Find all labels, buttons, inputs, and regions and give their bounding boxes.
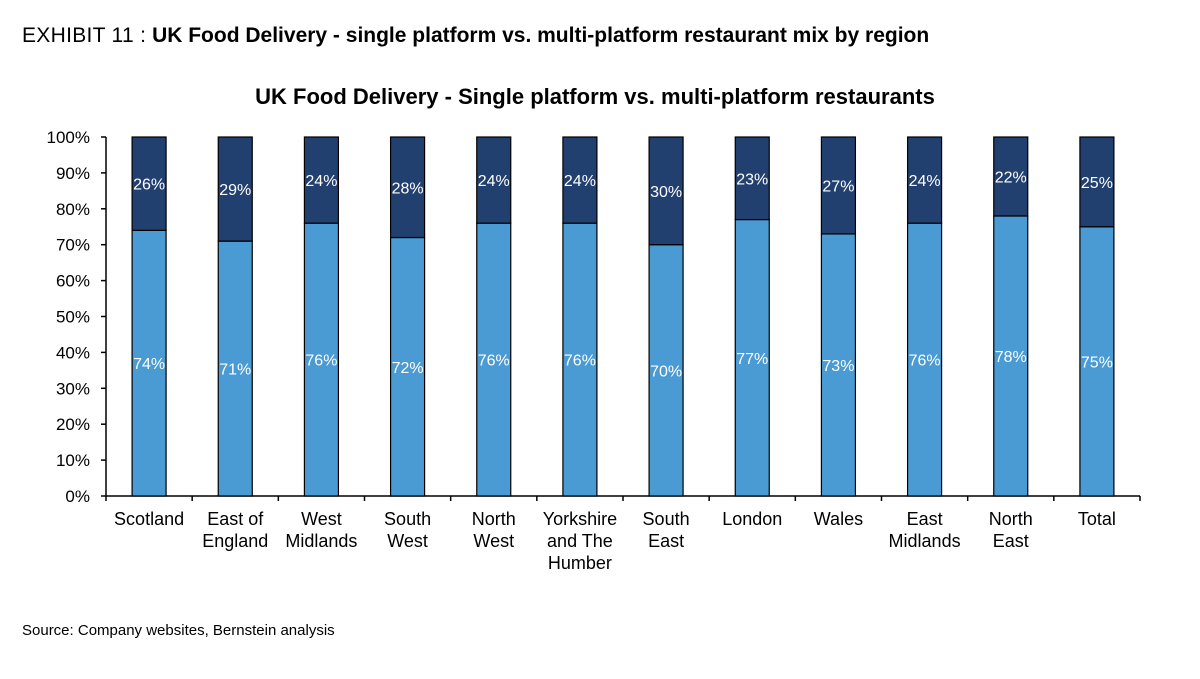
y-tick-label: 10% (56, 451, 90, 470)
data-label-single: 73% (822, 358, 854, 375)
bar-multi-platform (820, 136, 857, 235)
x-category-label: South East (643, 509, 690, 551)
bar-multi-platform (303, 136, 340, 224)
data-label-multi: 24% (564, 173, 596, 190)
data-label-multi: 30% (650, 184, 682, 201)
bar-single-platform (734, 218, 770, 497)
data-label-multi: 22% (995, 169, 1027, 186)
bar-multi-platform (131, 136, 167, 231)
data-label-multi: 29% (219, 182, 251, 199)
x-category-label: South West (384, 509, 431, 551)
bar-multi-platform (217, 136, 253, 242)
bar-single-platform (476, 222, 512, 497)
bar-single-platform (648, 244, 684, 497)
data-label-single: 74% (133, 356, 165, 373)
exhibit-title: UK Food Delivery - single platform vs. m… (152, 24, 930, 47)
x-category-label: West Midlands (285, 509, 357, 551)
bar-multi-platform (648, 136, 684, 246)
data-label-single: 71% (219, 362, 251, 379)
y-tick-label: 90% (56, 164, 90, 183)
bar-multi-platform (389, 136, 426, 239)
x-category-label: London (722, 509, 782, 529)
chart-title: UK Food Delivery - Single platform vs. m… (255, 84, 935, 109)
exhibit-header: EXHIBIT 11 : UK Food Delivery - single p… (22, 24, 929, 48)
bar-single-platform (562, 222, 598, 497)
bar-single-platform (131, 229, 167, 497)
data-label-multi: 28% (392, 180, 424, 197)
data-label-single: 72% (392, 360, 424, 377)
x-category-label: Total (1078, 509, 1116, 529)
data-label-single: 76% (305, 353, 337, 370)
data-label-multi: 24% (478, 173, 510, 190)
data-label-single: 77% (736, 351, 768, 368)
bar-multi-platform (993, 136, 1029, 217)
y-tick-label: 80% (56, 200, 90, 219)
x-category-label: Wales (814, 509, 863, 529)
bar-single-platform (820, 233, 857, 497)
data-label-multi: 27% (822, 178, 854, 195)
data-label-single: 78% (995, 349, 1027, 366)
data-label-single: 70% (650, 363, 682, 380)
bar-multi-platform (476, 136, 512, 224)
y-tick-label: 0% (65, 487, 90, 506)
y-tick-label: 100% (47, 128, 90, 147)
bar-multi-platform (906, 136, 943, 224)
x-category-label: North West (472, 509, 516, 551)
bar-multi-platform (734, 136, 770, 221)
bar-single-platform (993, 215, 1029, 497)
bar-single-platform (906, 222, 943, 497)
data-label-single: 75% (1081, 354, 1113, 371)
y-tick-label: 30% (56, 379, 90, 398)
x-category-label: East of England (202, 509, 268, 551)
x-category-label: North East (989, 509, 1033, 551)
x-category-label: East Midlands (889, 509, 961, 551)
bar-single-platform (303, 222, 340, 497)
x-category-label: Yorkshire and The Humber (543, 509, 617, 573)
bar-multi-platform (562, 136, 598, 224)
data-label-single: 76% (564, 353, 596, 370)
y-tick-label: 40% (56, 343, 90, 362)
y-tick-label: 70% (56, 236, 90, 255)
data-label-multi: 24% (305, 173, 337, 190)
bar-multi-platform (1079, 136, 1115, 228)
y-tick-label: 60% (56, 272, 90, 291)
data-label-multi: 23% (736, 171, 768, 188)
y-tick-label: 20% (56, 415, 90, 434)
data-label-single: 76% (909, 353, 941, 370)
source-note: Source: Company websites, Bernstein anal… (22, 622, 335, 639)
bar-single-platform (389, 236, 426, 497)
data-label-multi: 26% (133, 177, 165, 194)
data-label-single: 76% (478, 353, 510, 370)
data-label-multi: 25% (1081, 175, 1113, 192)
exhibit-number: EXHIBIT 11 : (22, 24, 147, 47)
data-label-multi: 24% (909, 173, 941, 190)
y-tick-label: 50% (56, 308, 90, 327)
x-category-label: Scotland (114, 509, 184, 529)
